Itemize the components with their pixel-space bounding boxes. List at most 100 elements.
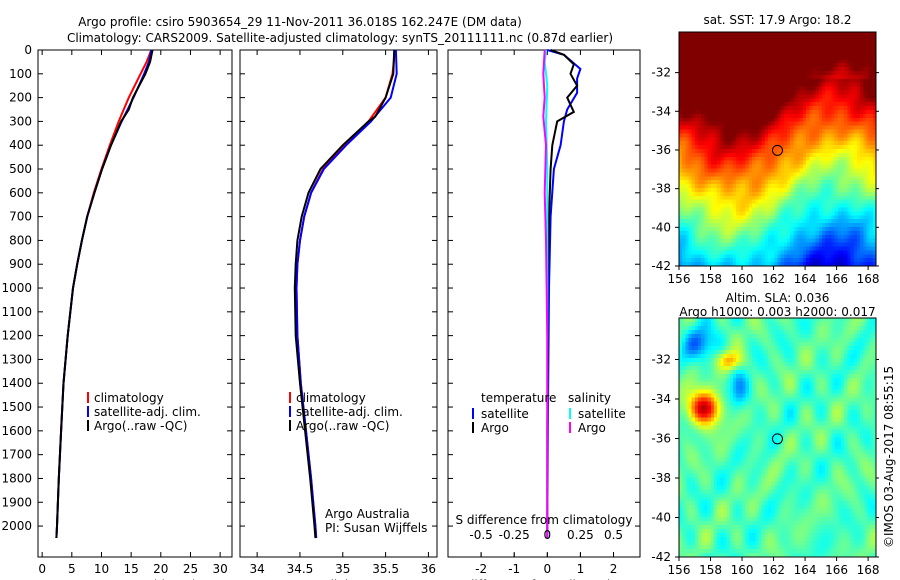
temperature-xlabel: temperature (deg C) (73, 578, 196, 580)
sst-map-xtick-label: 162 (762, 272, 785, 286)
depth-tick-label: 300 (9, 114, 32, 128)
depth-tick-label: 1800 (1, 471, 32, 485)
legend-label: satellite-adj. clim. (296, 405, 403, 419)
differences-series-t-argo (546, 49, 579, 538)
sla-map-ytick-label: -36 (651, 431, 671, 445)
differences-xtick-label: -1 (508, 562, 520, 576)
salinity-series-argo-raw-qc- (293, 49, 396, 539)
temperature-xtick-label: 10 (94, 562, 109, 576)
sst-map-title: sat. SST: 17.9 Argo: 18.2 (703, 13, 851, 27)
title-line2: Climatology: CARS2009. Satellite-adjuste… (67, 31, 613, 45)
depth-tick-label: 1700 (1, 448, 32, 462)
differences-xtick-label: 1 (577, 562, 585, 576)
depth-tick-label: 100 (9, 67, 32, 81)
credit-text: Argo Australia (325, 507, 410, 521)
differences-xtick-label: 2 (610, 562, 618, 576)
legend-title-temperature: temperature (481, 391, 556, 405)
depth-tick-label: 1000 (1, 281, 32, 295)
s-diff-tick-label: 0.25 (567, 528, 594, 542)
s-diff-tick-label: 0.5 (604, 528, 623, 542)
legend-label: Argo(..raw -QC) (94, 419, 187, 433)
depth-tick-label: 1400 (1, 376, 32, 390)
sla-map-frame (678, 317, 877, 558)
sst-map-xtick-label: 168 (857, 272, 880, 286)
salinity-xlabel: salinity (317, 578, 360, 580)
temperature-xtick-label: 15 (124, 562, 139, 576)
sla-map-xtick-label: 168 (857, 563, 880, 577)
depth-tick-label: 700 (9, 210, 32, 224)
temperature-series-argo-raw-qc- (55, 49, 154, 539)
temperature-frame (37, 49, 233, 558)
s-diff-tick-label: -0.25 (499, 528, 530, 542)
salinity-series-climatology (295, 49, 396, 539)
sst-map-frame (678, 31, 877, 267)
sst-map-xtick-label: 158 (699, 272, 722, 286)
sla-map-title-line1: Altim. SLA: 0.036 (726, 291, 830, 305)
differences-xlabel: T difference from climatology (455, 578, 633, 580)
sst-map-ytick-label: -32 (651, 66, 671, 80)
differences-xtick-label: 0 (543, 562, 551, 576)
legend-label: Argo (481, 421, 509, 435)
sst-map-xtick-label: 164 (794, 272, 817, 286)
sla-map-ytick-label: -34 (651, 392, 671, 406)
s-diff-tick-label: 0 (543, 528, 551, 542)
depth-tick-label: 800 (9, 233, 32, 247)
salinity-xtick-label: 35.5 (372, 562, 399, 576)
legend-label: satellite-adj. clim. (94, 405, 201, 419)
salinity-frame (239, 49, 438, 558)
sla-map-xtick-label: 164 (794, 563, 817, 577)
sla-map-argo-location-marker (771, 433, 783, 445)
depth-tick-label: 0 (24, 43, 32, 57)
sla-map-ytick-label: -32 (651, 352, 671, 366)
sla-map-ytick-label: -42 (651, 550, 671, 564)
depth-tick-label: 2000 (1, 519, 32, 533)
temperature-xtick-label: 0 (38, 562, 46, 576)
timestamp-text: ©IMOS 03-Aug-2017 08:55:15 (882, 366, 896, 548)
sst-map-xtick-label: 166 (825, 272, 848, 286)
sla-map-xtick-label: 166 (825, 563, 848, 577)
depth-tick-label: 1500 (1, 400, 32, 414)
salinity-xtick-label: 34 (249, 562, 264, 576)
legend-label: Argo (578, 421, 606, 435)
depth-tick-label: 500 (9, 162, 32, 176)
depth-tick-label: 600 (9, 186, 32, 200)
depth-tick-label: 1600 (1, 424, 32, 438)
sla-map-xtick-label: 160 (731, 563, 754, 577)
salinity-xtick-label: 35 (335, 562, 350, 576)
sla-map-xtick-label: 162 (762, 563, 785, 577)
legend-label: Argo(..raw -QC) (296, 419, 389, 433)
differences-series-t-satellite (546, 49, 582, 539)
sst-map-ytick-label: -34 (651, 104, 671, 118)
salinity-series-satellite-adj-clim- (295, 49, 398, 539)
temperature-series-satellite-adj-clim- (55, 49, 153, 539)
legend-label: climatology (296, 391, 366, 405)
title-line1: Argo profile: csiro 5903654_29 11-Nov-20… (78, 15, 522, 29)
legend-label: satellite (481, 407, 529, 421)
temperature-xtick-label: 20 (153, 562, 168, 576)
sst-map-argo-location-marker (771, 144, 783, 156)
sst-map-ytick-label: -36 (651, 143, 671, 157)
sla-map-image (679, 318, 876, 557)
differences-series-s-argo (542, 49, 549, 538)
legend-title-salinity: salinity (568, 391, 611, 405)
depth-tick-label: 1300 (1, 352, 32, 366)
salinity-xtick-label: 36 (421, 562, 436, 576)
depth-tick-label: 1200 (1, 329, 32, 343)
temperature-xtick-label: 25 (183, 562, 198, 576)
temperature-series-climatology (55, 49, 153, 539)
s-diff-label: S difference from climatology (456, 513, 633, 527)
sst-map-ytick-label: -42 (651, 259, 671, 273)
differences-xtick-label: -2 (475, 562, 487, 576)
sla-map-title-line2: Argo h1000: 0.003 h2000: 0.017 (679, 305, 875, 319)
sla-map-xtick-label: 158 (699, 563, 722, 577)
sst-map-ytick-label: -38 (651, 182, 671, 196)
sla-map-ytick-label: -38 (651, 471, 671, 485)
salinity-xtick-label: 34.5 (287, 562, 314, 576)
s-diff-tick-label: -0.5 (469, 528, 492, 542)
sst-map-image (679, 32, 876, 266)
depth-tick-label: 1900 (1, 495, 32, 509)
sla-map-ytick-label: -40 (651, 510, 671, 524)
pi-text: PI: Susan Wijffels (325, 521, 427, 535)
